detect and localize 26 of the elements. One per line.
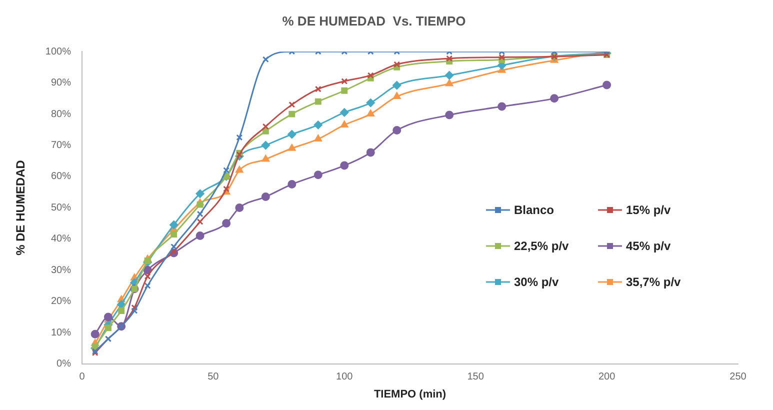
y-tick-label: 80% [50, 108, 72, 120]
y-axis-title: % DE HUMEDAD [14, 160, 28, 256]
x-tick-label: 200 [598, 372, 616, 383]
y-tick-label: 0% [56, 358, 72, 370]
y-tick-label: 60% [50, 171, 72, 182]
legend-label: 30% p/v [514, 274, 559, 289]
y-tick-label: 40% [50, 234, 72, 245]
x-tick-label: 0 [79, 372, 86, 383]
legend-label: 45% p/v [626, 238, 671, 253]
y-tick-label: 30% [50, 264, 72, 276]
y-tick-label: 90% [50, 78, 72, 89]
chart-title: % DE HUMEDAD Vs. TIEMPO [282, 13, 466, 28]
x-tick-label: 100 [336, 372, 354, 383]
x-tick-label: 50 [208, 372, 220, 383]
x-tick-label: 250 [730, 372, 747, 383]
x-axis-title: TIEMPO (min) [374, 388, 446, 400]
legend-label: 22,5% p/v [514, 238, 569, 253]
y-tick-label: 70% [50, 140, 72, 152]
y-tick-label: 10% [50, 327, 72, 338]
y-tick-label: 100% [45, 46, 72, 58]
y-tick-label: 50% [50, 202, 72, 214]
y-tick-label: 20% [50, 296, 72, 308]
legend-label: 35,7% p/v [626, 274, 681, 289]
x-tick-label: 150 [467, 372, 484, 383]
legend-label: 15% p/v [626, 202, 671, 217]
legend-label: Blanco [514, 202, 554, 217]
